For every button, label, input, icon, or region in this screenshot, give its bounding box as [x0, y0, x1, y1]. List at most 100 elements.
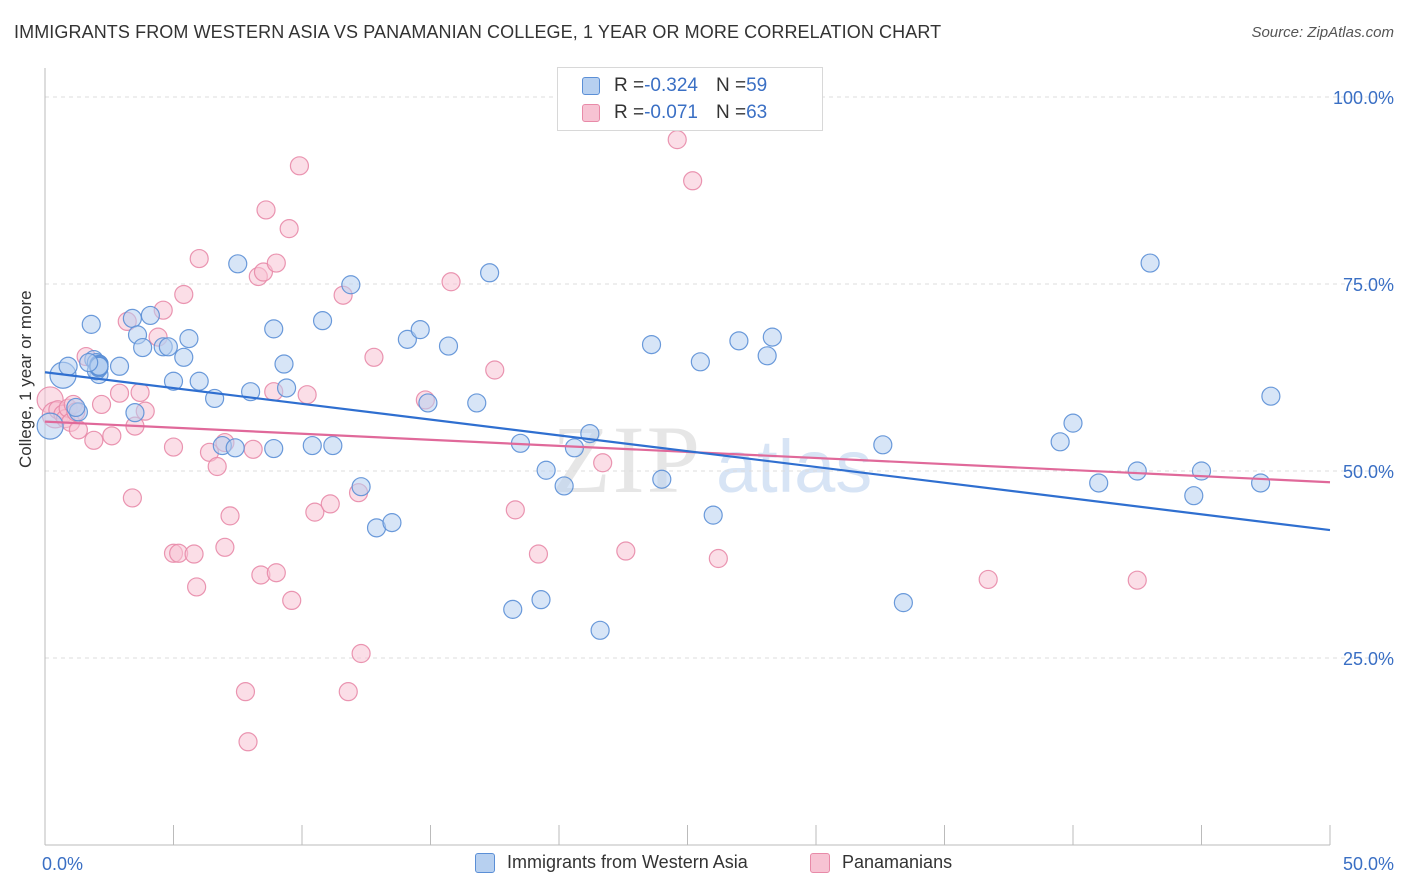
legend-n-value: 63 — [746, 102, 768, 123]
data-point — [467, 393, 487, 413]
data-point — [1127, 570, 1147, 590]
y-tick-label: 75.0% — [1343, 275, 1394, 295]
bottom-legend-panamanians: Panamanians — [810, 852, 952, 873]
data-point — [276, 378, 297, 398]
y-axis-label: College, 1 year or more — [16, 290, 35, 468]
data-point — [36, 412, 64, 440]
data-point — [174, 284, 194, 305]
data-point — [351, 643, 371, 664]
data-point — [264, 319, 284, 339]
data-point — [590, 620, 610, 640]
bottom-legend-label-pink: Panamanians — [842, 852, 953, 872]
y-tick-label: 50.0% — [1343, 462, 1394, 482]
data-point — [158, 337, 178, 357]
data-point — [485, 360, 505, 380]
y-tick-label: 25.0% — [1343, 649, 1394, 669]
data-point — [873, 435, 893, 455]
data-point — [264, 438, 284, 459]
data-point — [703, 505, 723, 525]
data-point — [382, 513, 402, 533]
data-point — [163, 437, 184, 457]
data-point — [130, 382, 150, 403]
trend-line-western-asia — [44, 371, 1331, 532]
legend-swatch-pink — [582, 104, 600, 122]
data-point — [266, 563, 286, 583]
data-point — [282, 590, 302, 611]
data-point — [189, 371, 209, 391]
data-point — [438, 336, 459, 356]
data-point — [184, 544, 204, 564]
data-point — [708, 548, 728, 569]
data-point — [305, 502, 325, 522]
data-point — [187, 577, 207, 597]
data-point — [554, 476, 574, 496]
data-point — [163, 371, 184, 391]
data-point — [593, 453, 613, 473]
data-point — [320, 494, 340, 514]
data-point — [757, 346, 777, 366]
data-point — [91, 394, 112, 415]
data-point — [616, 541, 636, 561]
data-point — [652, 469, 672, 489]
data-point — [109, 383, 130, 403]
bottom-legend-western-asia: Immigrants from Western Asia — [475, 852, 748, 873]
data-point — [174, 347, 194, 367]
data-point — [762, 327, 782, 347]
data-point — [1063, 413, 1083, 433]
legend-row-western-asia: R = -0.324 N = 59 — [582, 74, 767, 98]
data-point — [238, 732, 258, 752]
data-point — [225, 438, 245, 458]
data-point — [641, 334, 662, 355]
data-point — [528, 544, 549, 564]
data-point — [323, 435, 343, 456]
data-point — [125, 403, 145, 423]
data-point — [274, 354, 294, 374]
data-point — [410, 320, 430, 340]
y-tick-label: 100.0% — [1333, 88, 1394, 108]
data-point — [302, 435, 322, 456]
data-point — [266, 253, 286, 273]
legend-swatch-blue — [582, 77, 600, 95]
data-point — [441, 272, 461, 292]
data-point — [1127, 461, 1147, 481]
data-point — [341, 275, 361, 295]
bottom-legend-swatch-pink — [810, 852, 830, 873]
data-point — [79, 352, 99, 373]
data-point — [109, 356, 130, 376]
data-point — [536, 460, 556, 480]
data-point — [683, 171, 703, 191]
bottom-legend-swatch-blue — [475, 852, 495, 873]
data-point — [503, 599, 523, 619]
legend-r-value: -0.324 — [644, 75, 698, 96]
chart-title: IMMIGRANTS FROM WESTERN ASIA VS PANAMANI… — [14, 22, 942, 42]
legend-r-label: R = — [614, 102, 645, 123]
data-point — [338, 682, 358, 702]
data-point — [133, 337, 153, 358]
data-point — [140, 305, 160, 326]
data-point — [312, 311, 333, 331]
bottom-legend-label-blue: Immigrants from Western Asia — [507, 852, 748, 872]
data-point — [279, 219, 299, 239]
data-point — [505, 500, 525, 520]
data-point — [480, 263, 500, 283]
data-point — [397, 329, 417, 349]
data-point — [66, 397, 86, 418]
data-point — [978, 569, 998, 590]
data-point — [235, 682, 256, 702]
data-point — [243, 439, 263, 459]
data-point — [189, 248, 209, 269]
data-point — [215, 537, 235, 557]
data-point — [256, 200, 276, 220]
data-point — [418, 393, 438, 413]
data-point — [729, 331, 749, 351]
legend-n-label: N = — [715, 75, 747, 96]
data-point — [220, 506, 240, 526]
data-point — [1140, 253, 1160, 273]
data-point — [1089, 473, 1109, 493]
x-tick-label-end: 50.0% — [1343, 854, 1394, 874]
correlation-legend: R = -0.324 N = 59 R = -0.071 N = 63 — [557, 67, 823, 131]
data-point — [667, 130, 687, 150]
data-point — [1050, 432, 1070, 452]
watermark: ZIP atlas — [552, 406, 872, 513]
